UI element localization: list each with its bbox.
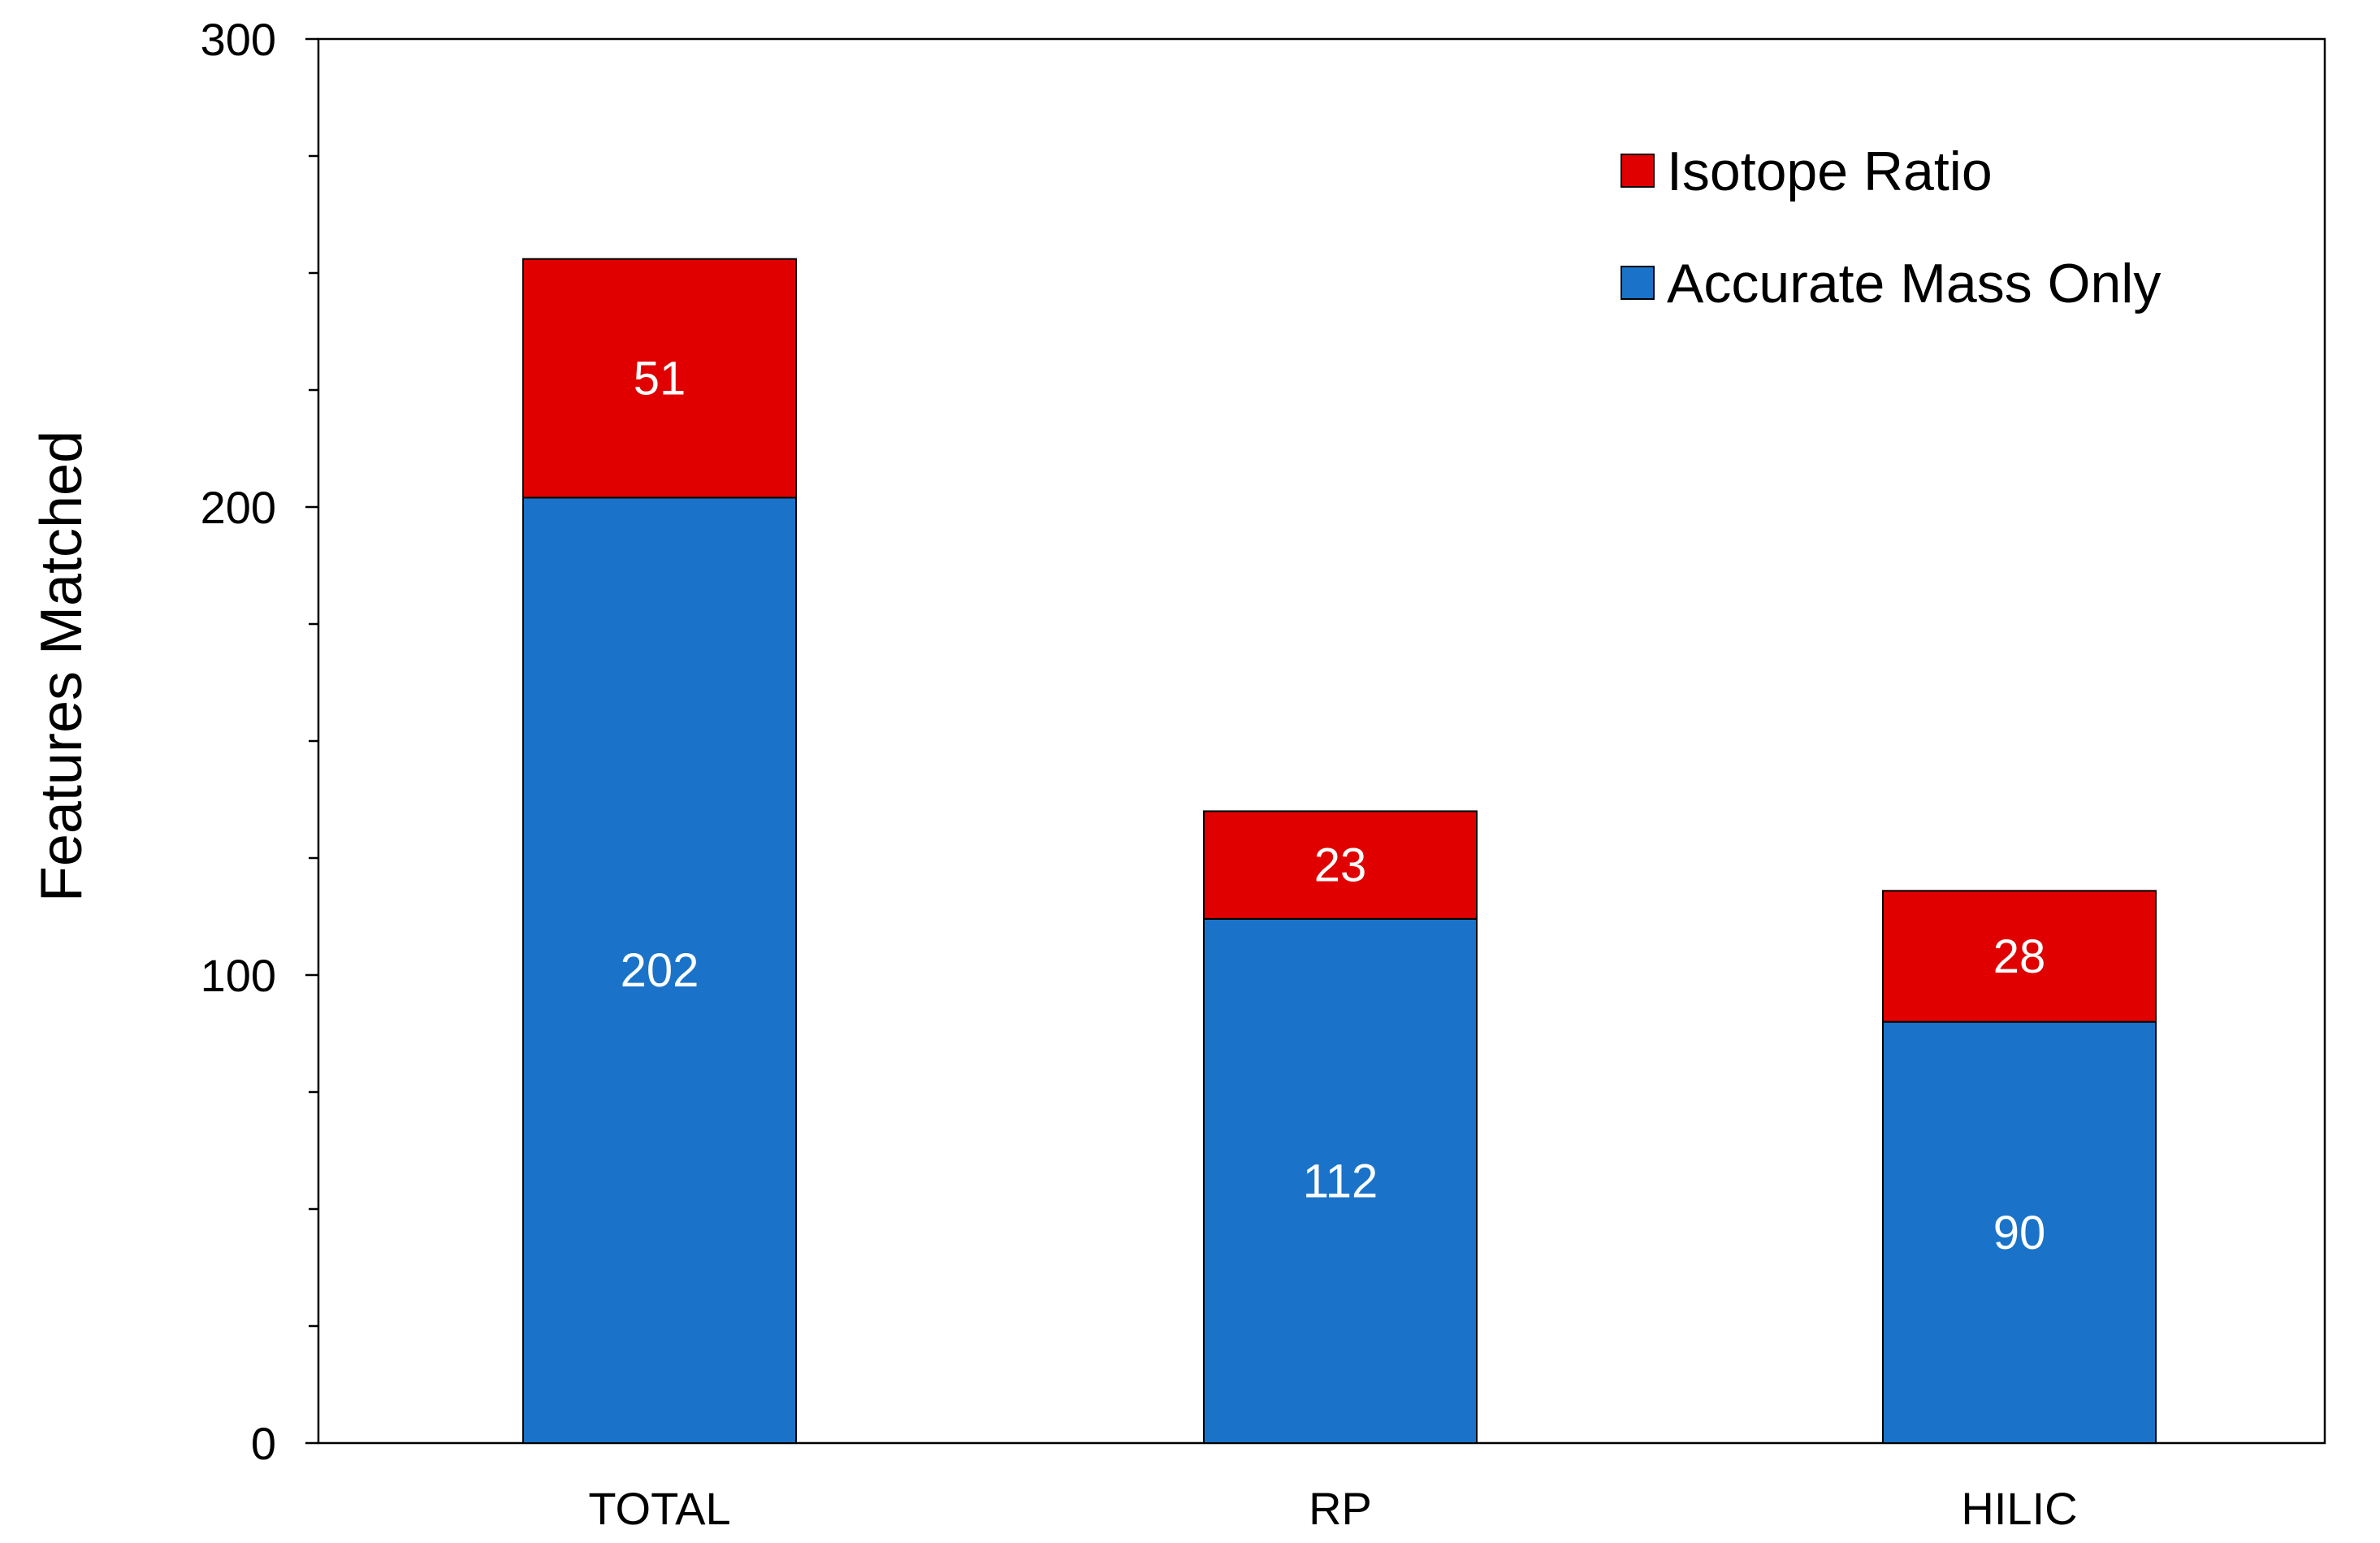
legend-label-accurate-mass-only: Accurate Mass Only bbox=[1667, 253, 2161, 314]
y-axis-title: Features Matched bbox=[29, 431, 94, 902]
bar-hilic-accurate-mass-only bbox=[1882, 1021, 2157, 1444]
x-tick-label-hilic: HILIC bbox=[1961, 1483, 2077, 1534]
bar-hilic-isotope-ratio bbox=[1882, 890, 2157, 1023]
y-tick-label: 0 bbox=[251, 1418, 276, 1469]
legend-swatch-isotope-ratio bbox=[1621, 154, 1655, 188]
y-tick-label: 200 bbox=[201, 482, 276, 533]
bar-label-total-isotope-ratio: 51 bbox=[634, 353, 686, 405]
legend-label-isotope-ratio: Isotope Ratio bbox=[1667, 141, 1993, 202]
axes: 0 100 200 300 TOTAL RP HILIC bbox=[201, 14, 2078, 1534]
legend-swatch-accurate-mass-only bbox=[1621, 266, 1655, 300]
bar-label-hilic-accurate-mass-only: 90 bbox=[1993, 1207, 2046, 1259]
legend: Isotope Ratio Accurate Mass Only bbox=[1621, 141, 2161, 314]
bar-label-rp-accurate-mass-only: 112 bbox=[1303, 1155, 1378, 1207]
y-tick-label: 100 bbox=[201, 950, 276, 1001]
y-tick-label: 300 bbox=[201, 14, 276, 65]
bar-value-labels: 202 51 112 23 90 28 bbox=[621, 353, 2046, 1259]
bar-rp-isotope-ratio bbox=[1203, 810, 1478, 920]
x-tick-label-rp: RP bbox=[1309, 1483, 1372, 1534]
bar-label-hilic-isotope-ratio: 28 bbox=[1993, 930, 2046, 983]
bars bbox=[522, 258, 2157, 1444]
bar-total-isotope-ratio bbox=[522, 258, 797, 499]
bar-label-rp-isotope-ratio: 23 bbox=[1314, 839, 1367, 892]
bar-label-total-accurate-mass-only: 202 bbox=[621, 944, 699, 997]
x-tick-label-total: TOTAL bbox=[588, 1483, 730, 1534]
